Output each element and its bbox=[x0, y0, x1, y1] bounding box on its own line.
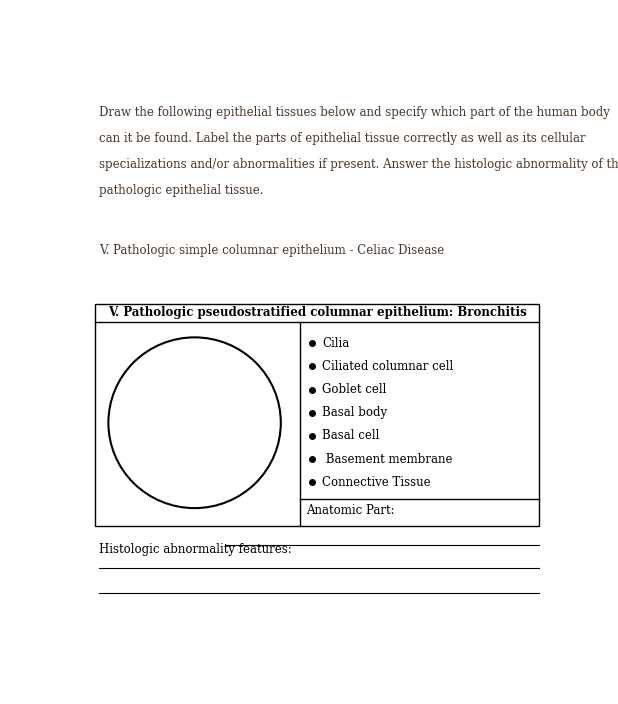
Text: Basement membrane: Basement membrane bbox=[323, 453, 453, 465]
Text: Connective Tissue: Connective Tissue bbox=[323, 476, 431, 489]
Text: Ciliated columnar cell: Ciliated columnar cell bbox=[323, 360, 454, 373]
Ellipse shape bbox=[108, 337, 281, 508]
Text: Goblet cell: Goblet cell bbox=[323, 383, 387, 396]
Text: Draw the following epithelial tissues below and specify which part of the human : Draw the following epithelial tissues be… bbox=[99, 106, 610, 119]
Text: Basal cell: Basal cell bbox=[323, 429, 380, 442]
Text: can it be found. Label the parts of epithelial tissue correctly as well as its c: can it be found. Label the parts of epit… bbox=[99, 132, 585, 145]
Bar bbox=[95, 304, 540, 527]
Text: specializations and/or abnormalities if present. Answer the histologic abnormali: specializations and/or abnormalities if … bbox=[99, 158, 618, 171]
Text: V. Pathologic simple columnar epithelium - Celiac Disease: V. Pathologic simple columnar epithelium… bbox=[99, 244, 444, 258]
Text: Basal body: Basal body bbox=[323, 406, 387, 419]
Text: Anatomic Part:: Anatomic Part: bbox=[306, 503, 394, 517]
Text: V. Pathologic pseudostratified columnar epithelium: Bronchitis: V. Pathologic pseudostratified columnar … bbox=[108, 306, 527, 320]
Text: pathologic epithelial tissue.: pathologic epithelial tissue. bbox=[99, 184, 263, 197]
Text: Cilia: Cilia bbox=[323, 337, 350, 350]
Text: Histologic abnormality features:: Histologic abnormality features: bbox=[99, 543, 292, 555]
